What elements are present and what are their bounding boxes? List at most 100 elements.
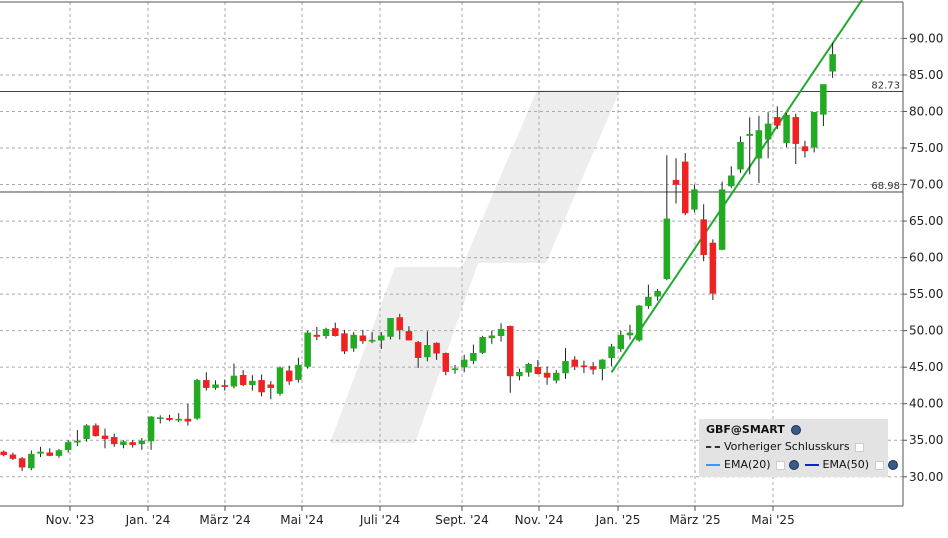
legend-ema50-label: EMA(50) xyxy=(822,458,870,471)
candle-body xyxy=(295,364,302,380)
candle xyxy=(55,449,63,458)
candle xyxy=(184,403,192,426)
candle xyxy=(396,313,403,340)
candle-body xyxy=(801,146,809,152)
settings-icon[interactable] xyxy=(790,425,801,435)
candle-body xyxy=(341,333,348,352)
candle-body xyxy=(203,380,210,388)
toggle-checkbox-icon[interactable] xyxy=(874,460,884,470)
y-tick-label: 65.00 xyxy=(909,214,943,228)
watermark-logo xyxy=(330,90,620,443)
candle xyxy=(239,370,247,387)
candle-body xyxy=(728,175,735,187)
legend: GBF@SMART Vorheriger Schlusskurs EMA(20)… xyxy=(699,419,898,477)
candle xyxy=(516,368,523,381)
candle xyxy=(313,327,321,341)
candle xyxy=(700,204,707,262)
candle xyxy=(728,166,735,189)
candle xyxy=(709,239,717,300)
candle-body xyxy=(249,380,256,385)
candle-body xyxy=(709,242,717,294)
grid xyxy=(0,2,903,506)
y-tick-label: 55.00 xyxy=(909,287,943,301)
candle xyxy=(166,414,173,422)
candle xyxy=(92,423,100,437)
y-tick-label: 90.00 xyxy=(909,31,943,45)
candle xyxy=(488,330,496,344)
candle-body xyxy=(626,332,634,336)
candle xyxy=(74,430,81,447)
legend-prev-close: Vorheriger Schlusskurs xyxy=(706,440,866,453)
settings-icon[interactable] xyxy=(887,460,898,470)
candle xyxy=(829,42,836,78)
candle xyxy=(635,305,643,342)
candle xyxy=(230,363,238,389)
candle-body xyxy=(129,442,136,445)
candle-body xyxy=(92,425,100,437)
candle xyxy=(341,329,348,355)
candle xyxy=(746,117,753,175)
ema20-line-icon xyxy=(706,464,720,466)
candle-body xyxy=(470,353,477,361)
candle-body xyxy=(654,290,661,297)
y-tick-label: 30.00 xyxy=(909,470,943,484)
candle xyxy=(37,446,44,458)
candle xyxy=(405,326,413,341)
candle xyxy=(83,424,90,442)
x-tick-label: Mai '24 xyxy=(280,513,323,527)
candle-body xyxy=(378,335,385,341)
candle xyxy=(120,440,127,449)
toggle-checkbox-icon[interactable] xyxy=(855,442,865,452)
candle xyxy=(221,379,228,391)
ema50-line-icon xyxy=(804,464,819,466)
candle xyxy=(424,331,431,362)
candle-body xyxy=(700,219,707,255)
toggle-checkbox-icon[interactable] xyxy=(776,460,786,470)
dashed-line-icon xyxy=(706,446,720,448)
x-tick-label: Jan. '25 xyxy=(595,513,641,527)
candle-body xyxy=(571,359,578,367)
candle-body xyxy=(405,331,413,341)
candle xyxy=(46,448,53,457)
candle-body xyxy=(230,375,238,387)
candle-body xyxy=(635,305,643,341)
candle-body xyxy=(562,361,569,374)
candle xyxy=(460,354,468,373)
candle-body xyxy=(276,367,284,394)
candle xyxy=(258,374,265,397)
candle xyxy=(617,330,625,352)
candle xyxy=(810,111,818,153)
candle-body xyxy=(46,452,53,456)
trendline-layer xyxy=(610,0,864,373)
candle-body xyxy=(83,425,90,440)
candle xyxy=(599,359,606,381)
axes: 30.00 35.00 40.00 45.00 50.00 55.00 60.00 65.00… xyxy=(0,1,943,527)
candle-body xyxy=(451,368,459,371)
candle-body xyxy=(166,418,173,421)
candle xyxy=(359,329,367,344)
y-tick-label: 35.00 xyxy=(909,433,943,447)
y-tick-label: 80.00 xyxy=(909,104,943,118)
candle-body xyxy=(313,334,321,337)
legend-title: GBF@SMART xyxy=(706,423,803,436)
candle-body xyxy=(101,435,109,440)
candle-body xyxy=(516,372,523,377)
candle-body xyxy=(157,417,164,420)
candle xyxy=(442,352,450,376)
candle-body xyxy=(783,114,790,144)
candle-body xyxy=(820,84,827,115)
candle-body xyxy=(488,335,496,339)
candle-body xyxy=(810,111,818,148)
candle-body xyxy=(350,334,357,349)
candle xyxy=(368,332,376,344)
candle xyxy=(285,365,293,385)
candle xyxy=(764,112,772,159)
candle xyxy=(681,153,689,216)
settings-icon[interactable] xyxy=(789,460,800,470)
candle xyxy=(129,440,136,448)
candle-body xyxy=(663,218,671,280)
candle-body xyxy=(479,336,486,353)
candle-body xyxy=(74,440,81,443)
candle-body xyxy=(525,364,532,373)
